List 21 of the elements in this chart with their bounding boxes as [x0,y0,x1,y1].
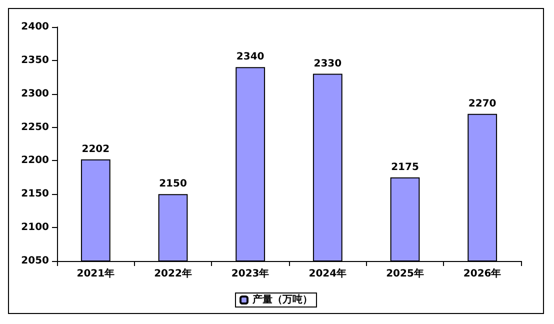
x-tick-label: 2021年 [76,268,115,280]
x-tick-label: 2026年 [463,268,502,280]
x-tick-label: 2022年 [154,268,192,280]
data-label: 2150 [159,178,187,190]
y-tick-label: 2250 [21,122,50,133]
data-label: 2270 [468,98,496,110]
x-tick-label: 2023年 [231,268,270,280]
y-tick-label: 2100 [21,222,50,234]
y-tick-label: 2350 [21,54,50,66]
data-label: 2340 [236,52,264,63]
y-tick-label: 2050 [21,256,50,266]
x-tick-label: 2025年 [386,268,424,280]
data-label: 2202 [82,144,110,155]
legend-label: 产量（万吨） [252,294,312,306]
data-label: 2175 [391,162,419,173]
y-tick-label: 2400 [21,22,50,32]
x-tick-label: 2024年 [308,268,347,280]
y-tick-label: 2200 [21,155,50,166]
data-label: 2330 [314,58,342,70]
y-tick-label: 2150 [21,188,50,200]
y-tick-label: 2300 [21,88,50,100]
